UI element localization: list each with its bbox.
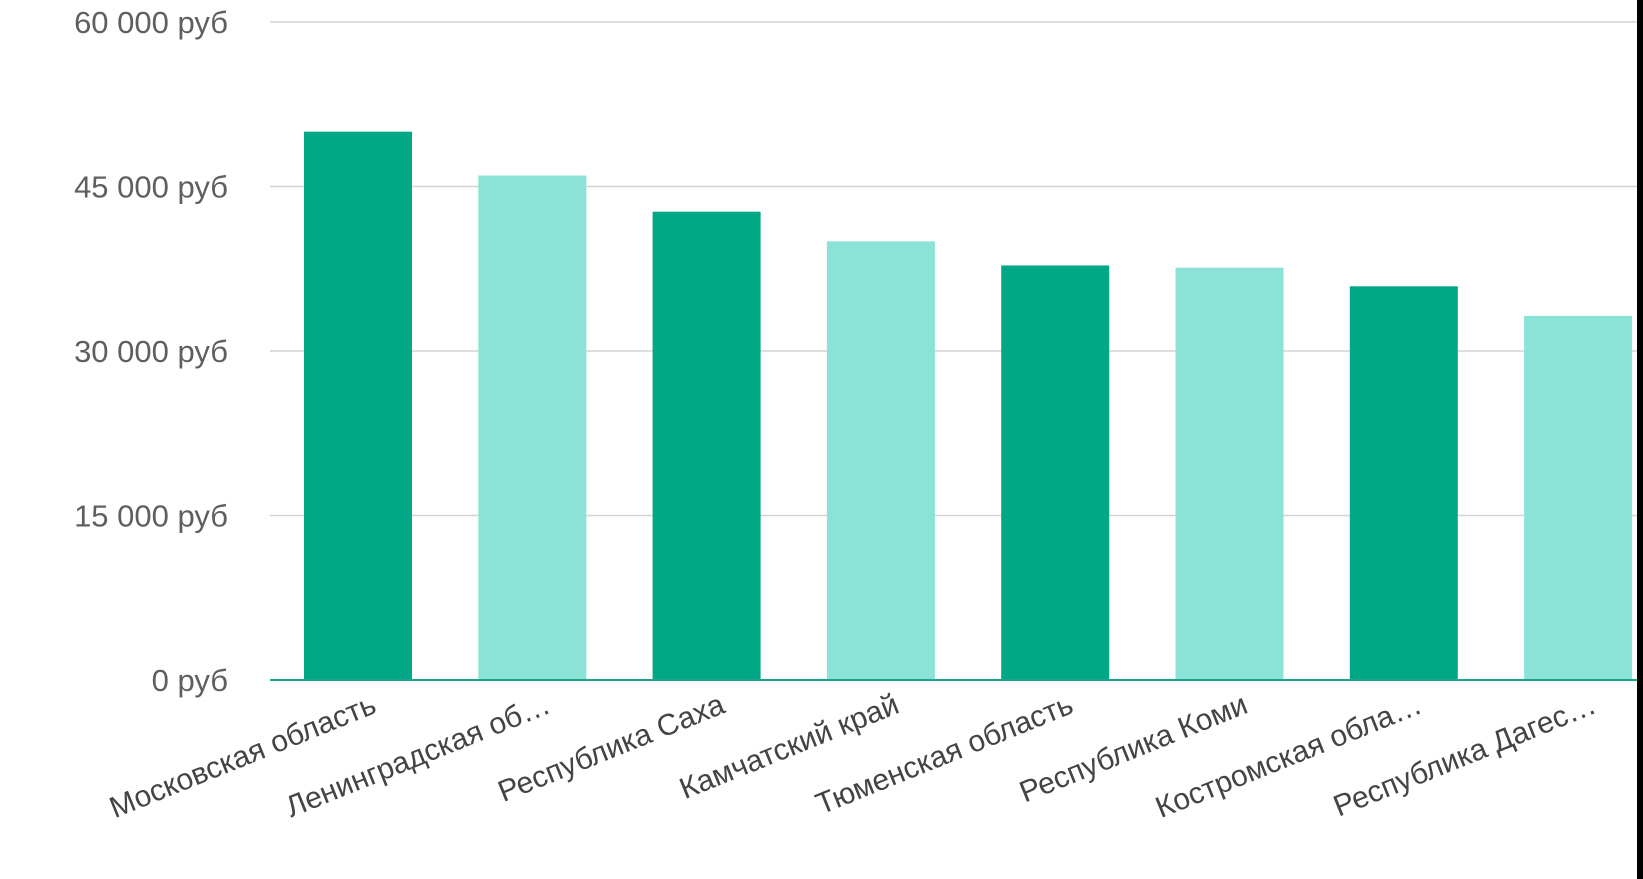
bar bbox=[826, 241, 935, 681]
bar bbox=[1349, 286, 1458, 680]
bar bbox=[1175, 267, 1284, 680]
y-tick-label: 0 руб bbox=[152, 663, 228, 698]
bar bbox=[304, 131, 412, 680]
bar bbox=[478, 175, 587, 681]
bar bbox=[1524, 315, 1633, 680]
y-tick-label: 45 000 руб bbox=[74, 170, 228, 205]
y-tick-label: 15 000 руб bbox=[74, 499, 228, 534]
bar bbox=[1001, 265, 1110, 680]
right-edge-frame bbox=[1637, 0, 1643, 879]
y-tick-label: 60 000 руб bbox=[74, 5, 228, 40]
bars bbox=[304, 131, 1633, 681]
y-tick-label: 30 000 руб bbox=[74, 334, 228, 369]
y-axis-ticks: 0 руб 15 000 руб 30 000 руб 45 000 руб 60 00… bbox=[74, 5, 228, 698]
bar bbox=[652, 211, 761, 680]
